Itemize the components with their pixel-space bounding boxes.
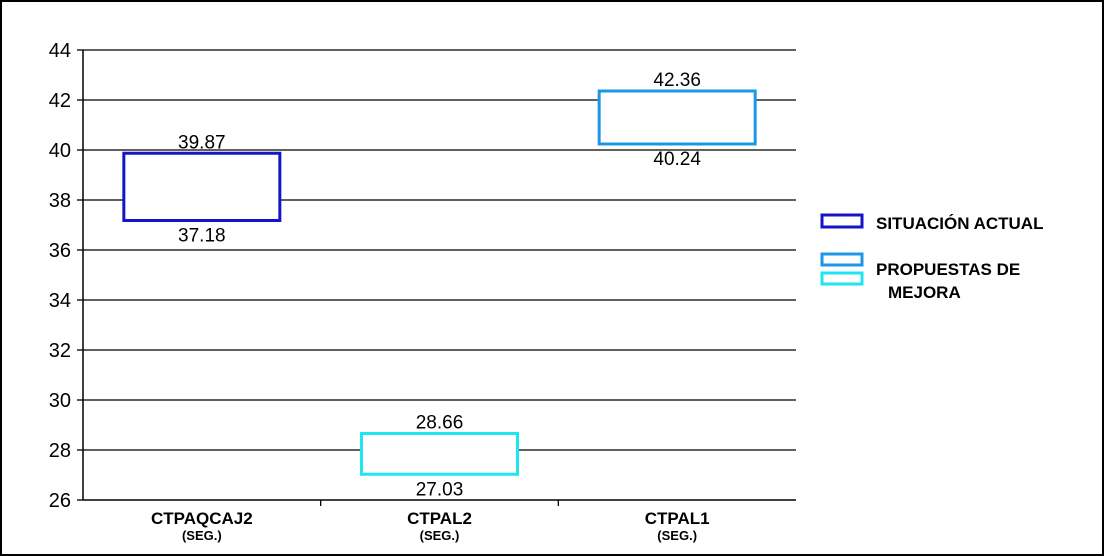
- floating-bar: [360, 432, 519, 476]
- legend-label: PROPUESTAS DE: [876, 260, 1020, 279]
- data-labels: 39.87 37.18 28.66 27.03 42.36 40.24: [178, 70, 701, 500]
- y-tick-label: 34: [49, 290, 71, 312]
- bars: [122, 89, 757, 476]
- category-labels: CTPAQCAJ2(SEG.)CTPAL2(SEG.)CTPAL1(SEG.): [151, 509, 710, 543]
- y-tick-label: 44: [49, 40, 71, 62]
- floating-bar: [122, 151, 282, 222]
- legend-swatch: [820, 213, 864, 229]
- y-tick-label: 38: [49, 190, 71, 212]
- bar-low-label: 37.18: [178, 226, 226, 247]
- bar-high-label: 42.36: [653, 70, 701, 91]
- category-label: CTPAL1: [645, 509, 710, 528]
- category-unit: (SEG.): [657, 528, 697, 543]
- y-tick-label: 26: [49, 490, 71, 512]
- legend: SITUACIÓN ACTUAL PROPUESTAS DE MEJORA: [820, 213, 1043, 302]
- legend-swatch: [820, 252, 864, 267]
- category-label: CTPAL2: [407, 509, 472, 528]
- legend-swatch: [820, 271, 864, 286]
- y-tick-label: 36: [49, 240, 71, 262]
- y-tick-label: 40: [49, 140, 71, 162]
- y-tick-label: 30: [49, 390, 71, 412]
- bar-high-label: 28.66: [416, 413, 464, 434]
- legend-label: MEJORA: [888, 283, 961, 302]
- category-unit: (SEG.): [420, 528, 460, 543]
- bar-low-label: 27.03: [416, 479, 464, 500]
- bar-high-label: 39.87: [178, 132, 226, 153]
- category-unit: (SEG.): [182, 528, 222, 543]
- legend-label: SITUACIÓN ACTUAL: [876, 214, 1043, 233]
- y-tick-label: 42: [49, 90, 71, 112]
- axes: 26 28 30 32 34 36 38 40 42 44: [49, 40, 796, 512]
- y-tick-label: 32: [49, 340, 71, 362]
- floating-bar: [597, 89, 757, 146]
- y-tick-label: 28: [49, 440, 71, 462]
- bar-low-label: 40.24: [653, 149, 701, 170]
- category-label: CTPAQCAJ2: [151, 509, 253, 528]
- grid: [83, 49, 796, 451]
